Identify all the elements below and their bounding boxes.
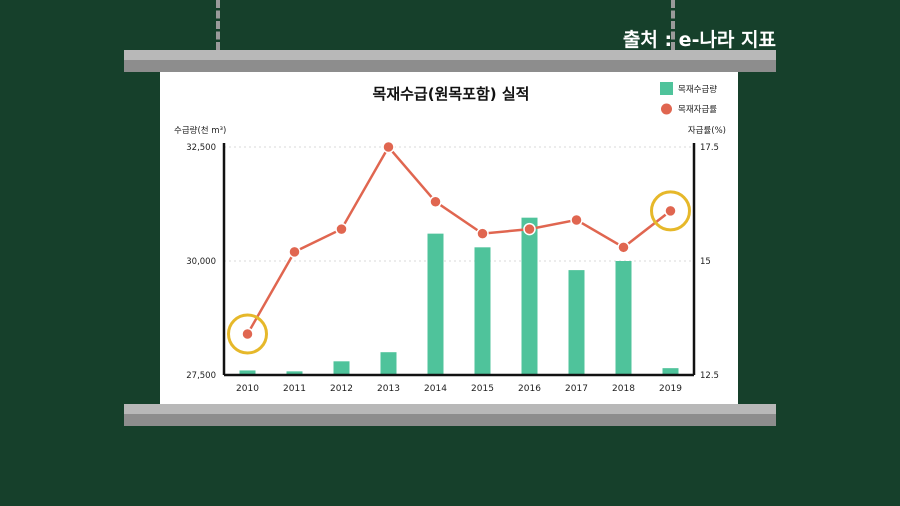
source-label: 출처 : e-나라 지표 <box>622 29 776 51</box>
highlight-ring-2010 <box>227 313 268 355</box>
y-axis-left-label: 수급량(천 m³) <box>174 125 226 136</box>
bar-2010 <box>239 370 256 375</box>
right-hanging-string <box>671 0 675 50</box>
y-right-tick-label: 15 <box>700 257 711 267</box>
bar-2013 <box>380 352 397 375</box>
bar-2014 <box>427 233 444 375</box>
line-point-2018 <box>617 241 630 254</box>
highlight-ring-2019 <box>650 190 691 232</box>
line-point-2015 <box>476 227 489 240</box>
x-tick-label: 2014 <box>424 384 447 394</box>
x-tick-label: 2015 <box>471 384 494 394</box>
legend-bar-label: 목재수급량 <box>678 84 717 95</box>
line-point-2012 <box>335 222 348 236</box>
line-point-2010 <box>241 327 254 341</box>
legend-line-swatch <box>661 103 672 115</box>
bar-2012 <box>333 361 350 375</box>
y-axis-right-label: 자급률(%) <box>688 126 726 136</box>
left-hanging-string <box>216 0 220 50</box>
y-right-tick-label: 17.5 <box>700 143 719 153</box>
line-point-2013 <box>382 140 395 154</box>
x-tick-label: 2018 <box>612 384 635 394</box>
y-left-tick-label: 30,000 <box>186 257 216 267</box>
y-left-tick-label: 27,500 <box>186 371 216 381</box>
bar-2016 <box>521 217 538 375</box>
bottom-rod <box>124 404 776 426</box>
x-tick-label: 2012 <box>330 384 353 394</box>
legend-bar-swatch <box>660 82 673 95</box>
line-point-2014 <box>429 195 442 208</box>
bar-2017 <box>568 270 585 375</box>
line-point-2017 <box>570 213 583 227</box>
y-right-tick-label: 12.5 <box>700 371 719 381</box>
bar-2015 <box>474 247 491 375</box>
line-point-2019 <box>664 204 677 218</box>
y-left-tick-label: 32,500 <box>186 143 216 153</box>
x-tick-label: 2016 <box>518 384 541 394</box>
x-tick-label: 2013 <box>377 384 400 394</box>
bar-2011 <box>286 371 303 375</box>
bar-2019 <box>662 368 679 375</box>
x-tick-label: 2017 <box>565 384 588 394</box>
line-series-self-sufficiency <box>246 144 672 335</box>
line-point-2011 <box>288 245 301 259</box>
x-tick-label: 2019 <box>659 384 682 394</box>
bar-2018 <box>615 261 632 375</box>
x-tick-label: 2010 <box>236 384 259 394</box>
line-point-2016 <box>523 222 536 236</box>
top-rod <box>124 50 776 72</box>
chart-title: 목재수급(원목포함) 실적 <box>373 85 530 103</box>
x-tick-label: 2011 <box>283 384 306 394</box>
legend-line-label: 목재자급률 <box>678 105 717 115</box>
